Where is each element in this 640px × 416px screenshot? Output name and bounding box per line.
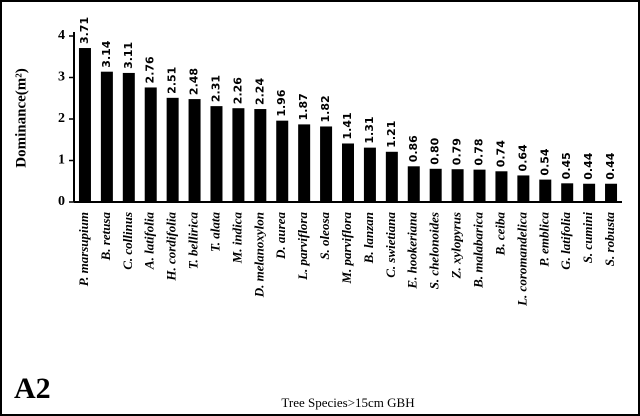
value-label: 2.31 xyxy=(209,75,222,102)
value-label: 1.21 xyxy=(385,121,398,148)
x-tick-label: S. robusta xyxy=(602,212,617,267)
bar xyxy=(78,48,91,202)
value-label: 0.44 xyxy=(582,152,595,179)
x-tick-label: P. marsupium xyxy=(76,212,91,286)
value-label: 0.64 xyxy=(516,144,529,171)
y-tick-label: 2 xyxy=(58,111,65,126)
value-label: 0.86 xyxy=(407,135,420,162)
y-tick-label: 0 xyxy=(58,194,65,209)
x-tick-label: Z. xylopyrus xyxy=(449,212,464,279)
bar xyxy=(100,71,113,202)
value-label: 1.87 xyxy=(297,93,310,120)
x-tick-label: S. chelonoides xyxy=(427,212,442,289)
bar xyxy=(583,183,596,202)
value-label: 3.71 xyxy=(78,17,91,44)
value-label: 2.51 xyxy=(166,67,179,94)
value-label: 0.74 xyxy=(494,140,507,167)
bar xyxy=(276,120,289,202)
bar xyxy=(495,171,508,202)
value-label: 0.78 xyxy=(473,138,486,165)
value-label: 1.41 xyxy=(341,112,354,139)
bar xyxy=(385,151,398,202)
x-tick-label: B. malabarica xyxy=(471,212,486,289)
bar xyxy=(539,179,552,202)
value-label: 1.96 xyxy=(275,89,288,116)
x-tick-label: M. parviflora xyxy=(339,212,354,285)
x-tick-label: L. coromandelica xyxy=(514,212,529,307)
bar xyxy=(517,175,530,202)
x-tick-label: B. retusa xyxy=(98,212,113,262)
x-tick-label: D. melanoxylon xyxy=(251,212,266,298)
value-label: 3.11 xyxy=(122,42,135,69)
bar xyxy=(210,106,223,202)
bar xyxy=(429,168,442,202)
value-label: 1.31 xyxy=(363,116,376,143)
bar xyxy=(342,143,354,202)
x-tick-label: C. collinus xyxy=(120,212,135,270)
bar xyxy=(320,126,333,202)
x-axis-label: Tree Species>15cm GBH xyxy=(281,395,414,410)
x-tick-label: B. lanzan xyxy=(361,212,376,264)
x-tick-label: A. latifolia xyxy=(142,212,157,271)
bar xyxy=(166,97,179,202)
x-tick-label: P. emblica xyxy=(536,212,551,267)
x-tick-label: S. cumini xyxy=(580,212,595,264)
x-tick-label: T. alata xyxy=(207,212,222,252)
value-label: 1.82 xyxy=(319,95,332,122)
panel-label: A2 xyxy=(14,372,51,405)
value-label: 0.80 xyxy=(429,137,442,164)
value-label: 0.44 xyxy=(604,152,617,179)
y-tick-label: 1 xyxy=(58,153,65,168)
bar xyxy=(232,108,245,202)
y-axis-label: Dominance(m²) xyxy=(13,68,29,167)
x-tick-label: M. indica xyxy=(229,212,244,265)
value-label: 0.54 xyxy=(538,148,551,175)
x-tick-label: T. bellirica xyxy=(186,212,201,270)
bar xyxy=(298,124,311,202)
x-tick-label: B. ceiba xyxy=(492,212,507,257)
value-label: 0.79 xyxy=(451,138,464,165)
bar xyxy=(254,109,267,202)
bar xyxy=(451,169,464,202)
value-label: 2.26 xyxy=(231,77,244,104)
bar xyxy=(605,183,618,202)
value-label: 2.48 xyxy=(188,68,201,95)
value-label: 0.45 xyxy=(560,152,573,179)
x-tick-label: E. hookeriana xyxy=(405,212,420,290)
x-tick-label: S. oleosa xyxy=(317,212,332,260)
x-tick-label: L. parviflora xyxy=(295,212,310,281)
value-label: 2.24 xyxy=(253,78,266,105)
bar xyxy=(144,87,157,202)
value-label: 3.14 xyxy=(100,40,113,67)
bar xyxy=(473,169,486,202)
bar xyxy=(407,166,420,202)
x-tick-label: G. latifolia xyxy=(558,212,573,270)
x-tick-label: D. aurea xyxy=(273,212,288,260)
x-tick-label: C. swietiana xyxy=(383,212,398,278)
bar xyxy=(122,72,135,202)
x-tick-label: H. cordifolia xyxy=(164,212,179,282)
bar xyxy=(363,147,376,202)
y-tick-label: 3 xyxy=(58,70,65,85)
bar xyxy=(561,183,574,202)
value-label: 2.76 xyxy=(144,56,157,83)
y-tick-label: 4 xyxy=(58,28,65,43)
bar xyxy=(188,99,201,202)
